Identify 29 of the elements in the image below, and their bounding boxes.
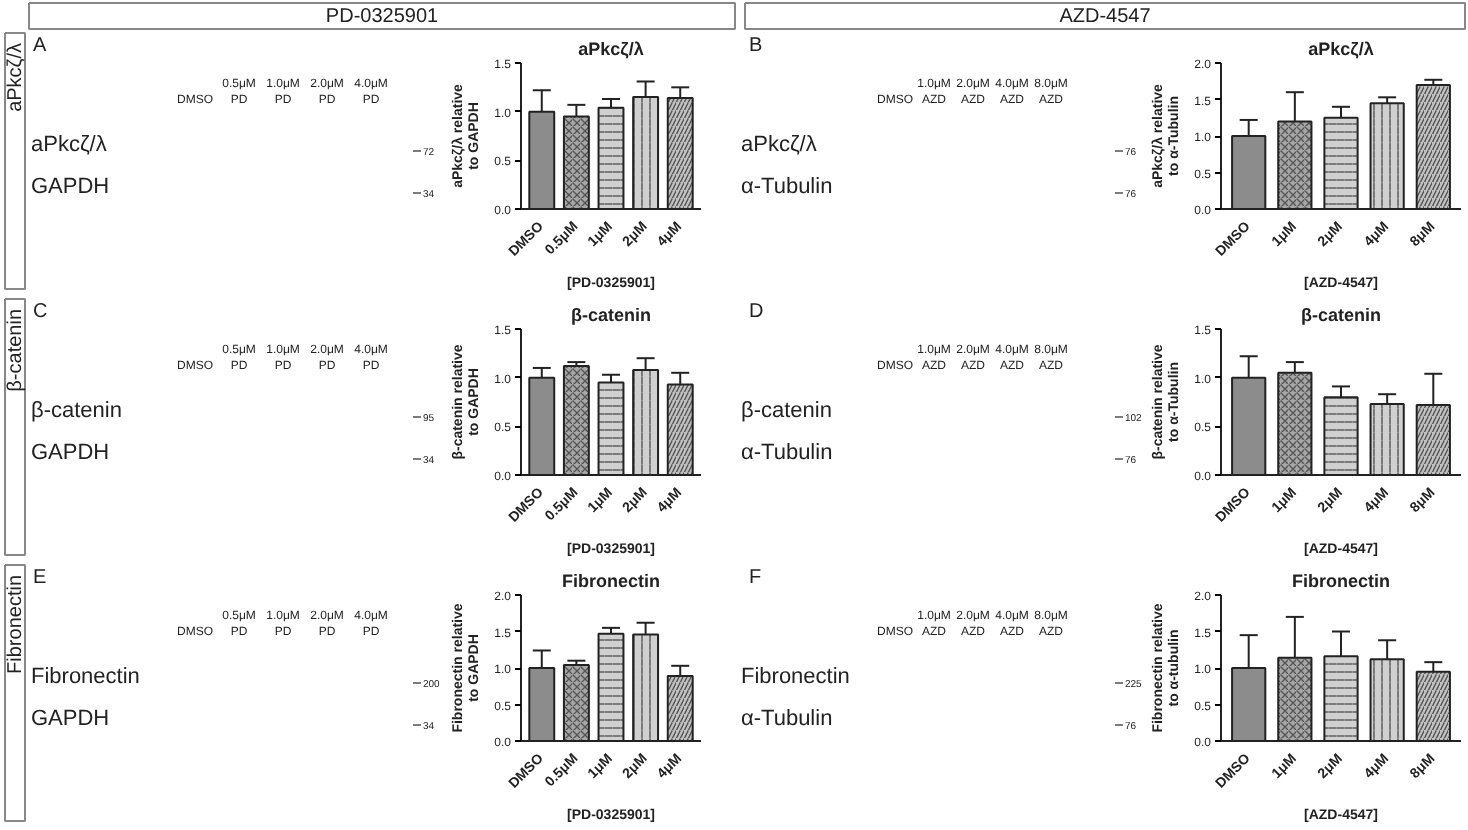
chart-title: Fibronectin <box>1292 571 1390 591</box>
category-label: β-catenin <box>31 399 122 423</box>
text: F <box>749 567 762 589</box>
text: C <box>33 301 48 323</box>
category-label: β-catenin <box>5 309 27 392</box>
chart-title: Fibronectin <box>562 571 660 591</box>
category-label: PD-0325901 <box>325 6 440 28</box>
category-label: α-Tubulin <box>741 441 833 465</box>
category-label: aPkcζ/λ <box>31 133 107 157</box>
category-label: α-Tubulin <box>741 707 833 731</box>
chart-title: aPkcζ/λ <box>578 39 644 59</box>
category-label: α-Tubulin <box>741 175 833 199</box>
category-label: GAPDH <box>31 175 110 199</box>
category-label: GAPDH <box>31 707 110 731</box>
chart-title: β-catenin <box>571 305 651 325</box>
chart-title: aPkcζ/λ <box>1308 39 1374 59</box>
category-label: Fibronectin <box>741 665 850 689</box>
category-label: Fibronectin <box>5 575 27 674</box>
text: D <box>749 301 764 323</box>
category-label: Fibronectin <box>31 665 140 689</box>
text: A <box>33 35 47 57</box>
chart-title: β-catenin <box>1301 305 1381 325</box>
category-label: aPkcζ/λ <box>5 42 27 112</box>
category-label: AZD-4547 <box>1059 6 1152 28</box>
category-label: aPkcζ/λ <box>741 133 817 157</box>
text: B <box>749 35 763 57</box>
text: E <box>33 567 47 589</box>
category-label: β-catenin <box>741 399 832 423</box>
category-label: GAPDH <box>31 441 110 465</box>
